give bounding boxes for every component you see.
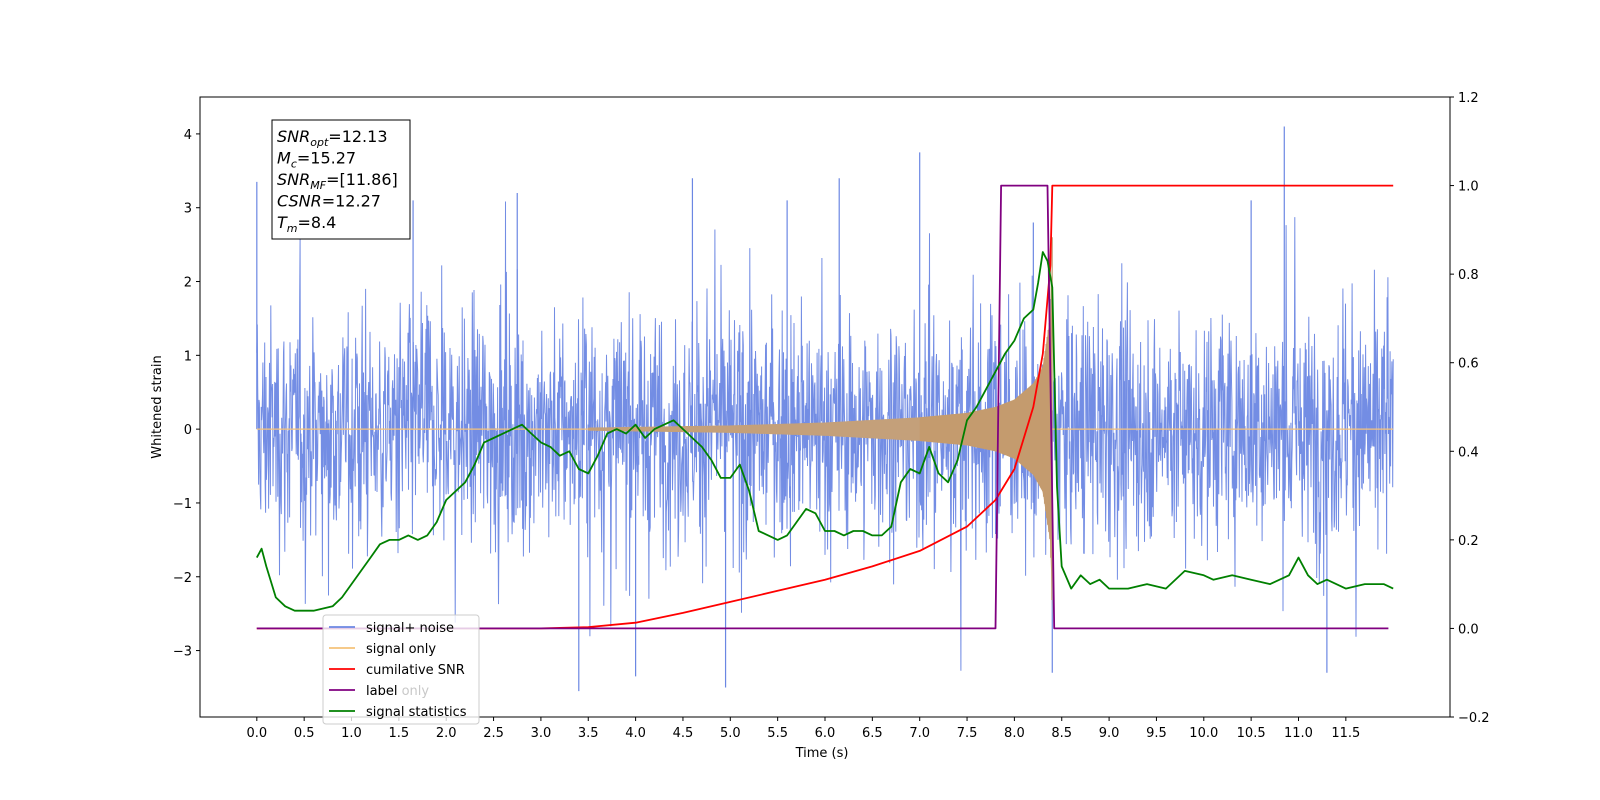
x-tick-label: 2.5	[483, 726, 504, 741]
x-tick-label: 10.5	[1237, 726, 1266, 741]
y2-tick-label: 0.8	[1458, 268, 1479, 283]
x-tick-label: 11.0	[1284, 726, 1313, 741]
x-tick-label: 5.0	[720, 726, 741, 741]
legend-items: signal+ noise signal only cumilative SNR la…	[329, 621, 467, 720]
y2-tick-label: 0.4	[1458, 445, 1479, 460]
legend-frame	[322, 614, 480, 725]
x-tick-label: 6.0	[815, 726, 836, 741]
info-line: Tm=8.4	[277, 213, 336, 235]
y-tick-label: 4	[184, 128, 192, 143]
x-axis-label: Time (s)	[795, 746, 849, 761]
series-signal-only-envelope	[919, 237, 1053, 621]
y-tick-label: 2	[184, 276, 192, 291]
x-tick-label: 2.0	[436, 726, 457, 741]
series-label-line	[256, 184, 1389, 630]
info-box: SNRopt=12.13Mc=15.27SNRMF=[11.86]CSNR=12…	[271, 119, 411, 240]
y-axis-right: 1.2 1.0 0.8 0.6 0.4 0.2 0.0 −0.2	[1450, 91, 1490, 726]
x-tick-label: 3.5	[578, 726, 599, 741]
x-tick-label: 9.5	[1146, 726, 1167, 741]
y-tick-label: −2	[173, 571, 192, 586]
x-tick-label: 8.5	[1051, 726, 1072, 741]
x-tick-label: 5.5	[767, 726, 788, 741]
x-tick-label: 11.5	[1331, 726, 1360, 741]
x-tick-label: 0.5	[294, 726, 315, 741]
x-tick-label: 3.0	[531, 726, 552, 741]
series-signal-noise-line	[256, 201, 1394, 671]
y-tick-label: −1	[173, 497, 192, 512]
y-tick-label: 1	[184, 349, 192, 364]
x-tick-label: 10.0	[1189, 726, 1218, 741]
legend-overlap-text: label only	[366, 684, 429, 699]
y2-tick-label: 1.0	[1458, 180, 1479, 195]
legend-label: signal+ noise	[366, 621, 454, 636]
x-tick-label: 1.5	[389, 726, 410, 741]
info-line: Mc=15.27	[277, 149, 356, 171]
legend-label: label	[366, 684, 397, 699]
x-tick-label: 6.5	[862, 726, 883, 741]
x-tick-label: 7.5	[957, 726, 978, 741]
x-tick-label: 0.0	[246, 726, 267, 741]
legend-label: signal statistics	[366, 705, 467, 720]
y2-tick-label: −0.2	[1458, 711, 1490, 726]
info-box-frame	[271, 119, 411, 240]
series-layer	[256, 126, 1394, 692]
x-tick-label: 9.0	[1099, 726, 1120, 741]
x-tick-label: 7.0	[909, 726, 930, 741]
y-axis-label: Whitened strain	[150, 355, 165, 458]
legend-label: cumilative SNR	[366, 663, 465, 678]
x-tick-label: 4.0	[625, 726, 646, 741]
x-tick-label: 8.0	[1004, 726, 1025, 741]
info-line: SNRopt=12.13	[277, 127, 388, 149]
x-axis: 0.0 0.5 1.0 1.5 2.0 2.5 3.0 3.5 4.0 4.5 5.0 5.5 6.0 6…	[246, 717, 1360, 741]
y2-tick-label: 0.2	[1458, 534, 1479, 549]
y-tick-label: −3	[173, 645, 192, 660]
y-tick-label: 0	[184, 423, 192, 438]
x-tick-label: 1.0	[341, 726, 362, 741]
series-cumilative-snr-line	[256, 184, 1394, 630]
y2-tick-label: 1.2	[1458, 91, 1479, 106]
info-lines: SNRopt=12.13Mc=15.27SNRMF=[11.86]CSNR=12…	[277, 127, 398, 235]
info-line: CSNR=12.27	[277, 192, 381, 211]
y2-tick-label: 0.6	[1458, 357, 1479, 372]
legend: label only signal+ noise signal only cumil…	[322, 614, 480, 725]
x-tick-label: 4.5	[673, 726, 694, 741]
y2-tick-label: 0.0	[1458, 622, 1479, 637]
series-signal-statistics-line	[256, 251, 1394, 612]
info-line: SNRMF=[11.86]	[277, 170, 398, 192]
y-tick-label: 3	[184, 202, 192, 217]
y-axis-left: 4 3 2 1 0 −1 −2 −3	[173, 128, 200, 660]
legend-label: signal only	[366, 642, 436, 657]
